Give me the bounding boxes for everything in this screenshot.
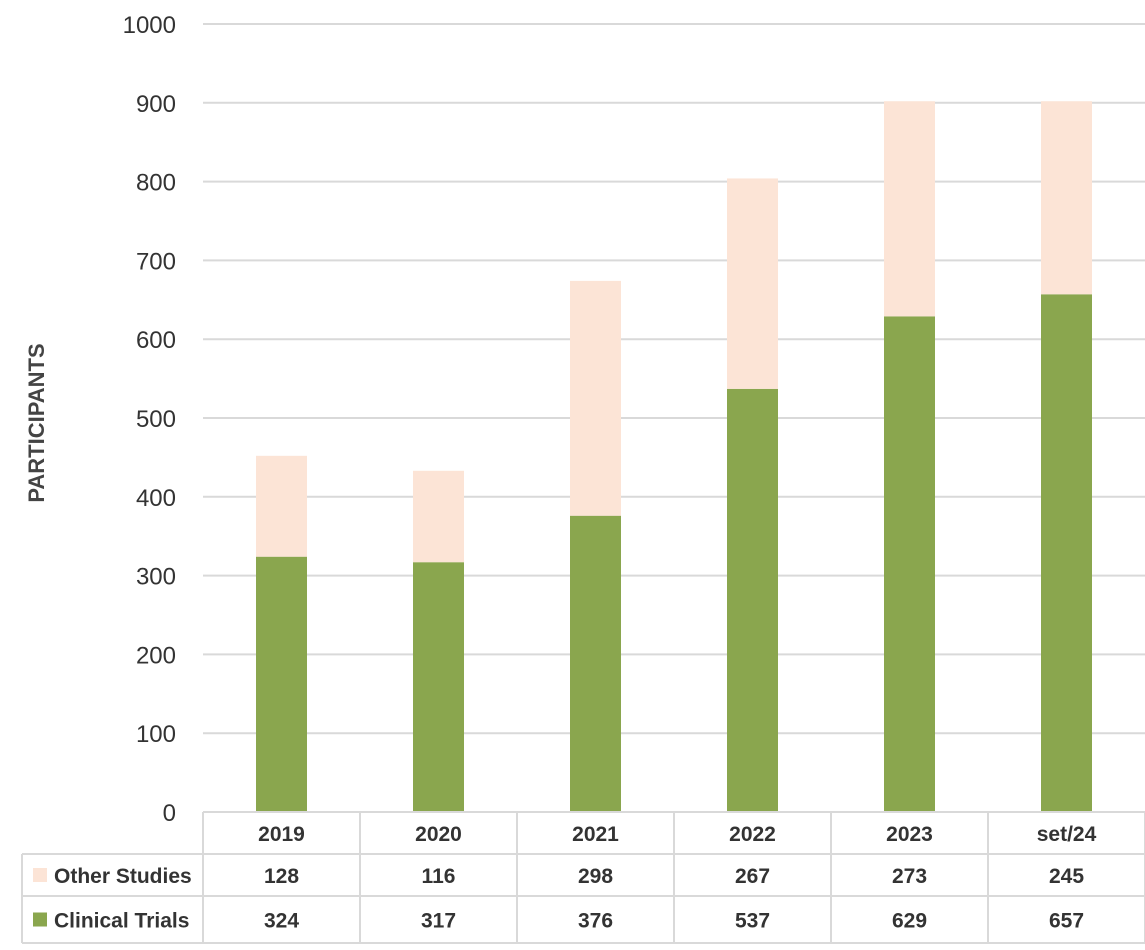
data-label: 273 bbox=[892, 865, 927, 888]
x-tick-label: 2022 bbox=[729, 823, 776, 846]
y-tick-label: 1000 bbox=[123, 12, 176, 39]
data-label: 267 bbox=[735, 865, 770, 888]
data-label: 629 bbox=[892, 910, 927, 933]
x-tick-label: 2023 bbox=[886, 823, 933, 846]
bar-other-studies-2019 bbox=[256, 455, 307, 557]
bars bbox=[256, 101, 1092, 812]
bar-clinical-trials-set-24 bbox=[1041, 294, 1092, 812]
data-label: 657 bbox=[1049, 910, 1084, 933]
bar-clinical-trials-2022 bbox=[727, 388, 778, 812]
bar-clinical-trials-2019 bbox=[256, 556, 307, 812]
x-tick-label: 2020 bbox=[415, 823, 462, 846]
y-tick-label: 900 bbox=[136, 91, 176, 118]
legend-label: Clinical Trials bbox=[54, 910, 189, 933]
legend-swatch bbox=[33, 868, 47, 882]
y-tick-label: 300 bbox=[136, 564, 176, 591]
data-label: 324 bbox=[264, 910, 299, 933]
bar-other-studies-2022 bbox=[727, 178, 778, 389]
y-tick-label: 800 bbox=[136, 170, 176, 197]
bar-clinical-trials-2020 bbox=[413, 562, 464, 812]
data-label: 128 bbox=[264, 865, 299, 888]
y-tick-label: 500 bbox=[136, 406, 176, 433]
legend-label: Other Studies bbox=[54, 865, 192, 888]
bar-clinical-trials-2023 bbox=[884, 316, 935, 812]
y-tick-label: 600 bbox=[136, 327, 176, 354]
x-tick-label: 2021 bbox=[572, 823, 619, 846]
y-tick-label: 400 bbox=[136, 485, 176, 512]
bar-clinical-trials-2021 bbox=[570, 515, 621, 812]
y-tick-label: 0 bbox=[163, 800, 176, 827]
y-axis-label: PARTICIPANTS bbox=[24, 343, 49, 502]
data-label: 116 bbox=[422, 865, 456, 888]
data-label: 245 bbox=[1049, 865, 1084, 888]
data-table: 2019 2020 2021 2022 2023 set/24 Other Studies 1… bbox=[21, 811, 1145, 944]
grid-lines bbox=[203, 23, 1145, 735]
data-label: 376 bbox=[578, 910, 613, 933]
y-axis-ticks: 0 100 200 300 400 500 600 700 800 900 1000 bbox=[123, 12, 176, 827]
data-label: 537 bbox=[735, 910, 770, 933]
bar-other-studies-2023 bbox=[884, 101, 935, 317]
data-label: 317 bbox=[421, 910, 456, 933]
y-tick-label: 100 bbox=[136, 721, 176, 748]
data-label: 298 bbox=[578, 865, 613, 888]
bar-other-studies-2021 bbox=[570, 280, 621, 516]
legend-swatch bbox=[33, 912, 47, 927]
x-tick-label: 2019 bbox=[258, 823, 305, 846]
bar-other-studies-set-24 bbox=[1041, 101, 1092, 295]
y-tick-label: 200 bbox=[136, 642, 176, 669]
y-tick-label: 700 bbox=[136, 248, 176, 275]
x-tick-label: set/24 bbox=[1037, 823, 1097, 846]
bar-other-studies-2020 bbox=[413, 470, 464, 563]
